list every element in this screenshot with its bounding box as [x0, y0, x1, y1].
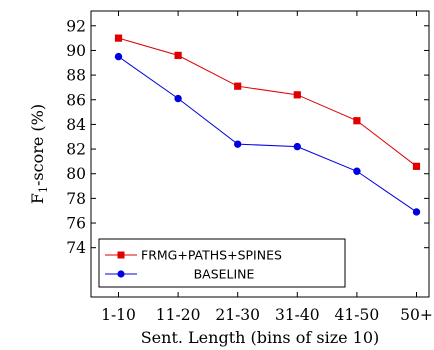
- point-baseline-1-10: [114, 52, 123, 61]
- legend-box: [98, 238, 346, 288]
- point-baseline-11-20: [174, 94, 182, 103]
- x-axis-label: Sent. Length (bins of size 10): [141, 328, 380, 347]
- point-frmg-41-50: [353, 117, 361, 125]
- y-axis-label: F1-score (%): [28, 104, 50, 204]
- y-axis-label-suffix: -score (%): [28, 104, 47, 186]
- series-line-frmg: [118, 37, 417, 167]
- y-tick-label-76: 76: [66, 215, 86, 233]
- y-tick-label-78: 78: [66, 190, 86, 208]
- x-tick-label-41-50: 41-50: [335, 306, 380, 324]
- y-tick-label-88: 88: [66, 67, 86, 85]
- legend: FRMG+PATHS+SPINES BASELINE: [98, 238, 346, 288]
- y-tick-label-84: 84: [66, 116, 86, 134]
- y-tick-label-86: 86: [66, 91, 86, 109]
- y-axis-label-subscript: 1: [37, 186, 50, 193]
- point-frmg-31-40: [293, 91, 301, 99]
- point-frmg-11-20: [174, 51, 182, 59]
- y-tick-label-82: 82: [66, 141, 86, 159]
- x-tick-label-31-40: 31-40: [275, 306, 320, 324]
- x-tick-label-50+: 50+: [400, 306, 433, 324]
- plot-frame: [90, 10, 430, 298]
- legend-swatch-marker-baseline: [117, 270, 125, 278]
- series-group: [114, 34, 421, 216]
- x-axis-ticks: 1-10 11-20 21-30 31-40 41-50 50+: [101, 11, 433, 324]
- point-frmg-50+: [412, 162, 421, 170]
- point-frmg-1-10: [114, 34, 123, 42]
- y-tick-label-92: 92: [66, 17, 86, 35]
- x-tick-label-11-20: 11-20: [156, 306, 201, 324]
- point-baseline-41-50: [353, 167, 361, 175]
- x-tick-label-1-10: 1-10: [101, 306, 136, 324]
- y-tick-label-90: 90: [66, 42, 86, 60]
- y-tick-label-74: 74: [66, 239, 86, 257]
- series-line-baseline: [118, 56, 417, 213]
- point-baseline-21-30: [234, 140, 242, 148]
- point-baseline-31-40: [293, 142, 301, 151]
- y-tick-label-80: 80: [66, 165, 86, 183]
- y-axis-label-prefix: F: [28, 193, 47, 204]
- legend-label-baseline: BASELINE: [194, 267, 255, 282]
- point-baseline-50+: [412, 208, 421, 216]
- legend-swatch-marker-frmg: [117, 251, 125, 259]
- point-frmg-21-30: [234, 82, 242, 90]
- legend-label-frmg: FRMG+PATHS+SPINES: [141, 248, 282, 263]
- x-tick-label-21-30: 21-30: [215, 306, 260, 324]
- y-axis-ticks: 74 76 78 80 82 84 86 88 90 92: [66, 17, 429, 257]
